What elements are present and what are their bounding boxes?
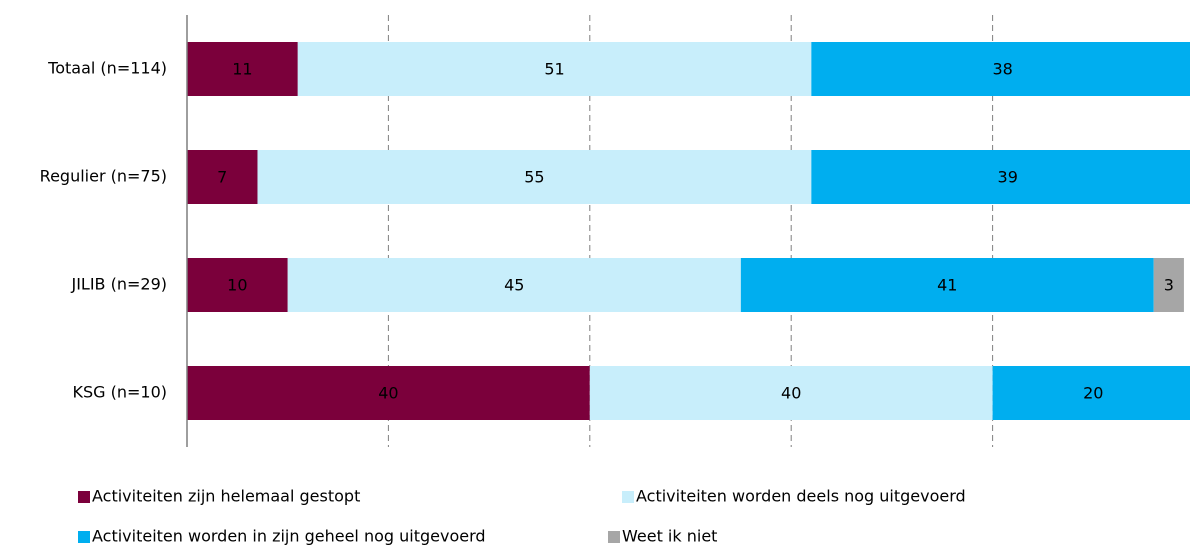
legend-item: Activiteiten worden in zijn geheel nog u… xyxy=(78,527,486,546)
legend-label: Activiteiten worden in zijn geheel nog u… xyxy=(92,527,486,546)
legend-swatch xyxy=(622,491,634,503)
legend-label: Activiteiten worden deels nog uitgevoerd xyxy=(636,487,966,506)
bar-segment xyxy=(740,258,1154,312)
bar-segment xyxy=(1153,258,1184,312)
data-label: 38 xyxy=(992,60,1012,79)
y-tick-label: Totaal (n=114) xyxy=(47,59,167,78)
bar-segment xyxy=(992,366,1190,420)
legend-swatch xyxy=(78,491,90,503)
data-label: 11 xyxy=(232,60,252,79)
bar-segment xyxy=(187,42,298,96)
legend-item: Activiteiten worden deels nog uitgevoerd xyxy=(622,487,966,506)
bar-segment xyxy=(187,150,258,204)
bar-segment xyxy=(257,150,812,204)
y-tick-label: JILIB (n=29) xyxy=(70,275,167,294)
bar-segment xyxy=(297,42,812,96)
data-label: 20 xyxy=(1083,384,1103,403)
data-label: 10 xyxy=(227,276,247,295)
data-label: 40 xyxy=(781,384,801,403)
data-label: 45 xyxy=(504,276,524,295)
legend-item: Weet ik niet xyxy=(608,527,717,546)
data-label: 3 xyxy=(1164,276,1174,295)
data-label: 39 xyxy=(998,168,1018,187)
legend-swatch xyxy=(78,531,90,543)
bar-segment xyxy=(589,366,993,420)
data-label: 40 xyxy=(378,384,398,403)
bar-segment xyxy=(287,258,741,312)
bar-segment xyxy=(187,366,590,420)
data-label: 41 xyxy=(937,276,957,295)
y-tick-label: Regulier (n=75) xyxy=(40,167,167,186)
legend-label: Activiteiten zijn helemaal gestopt xyxy=(92,487,360,506)
y-tick-label: KSG (n=10) xyxy=(72,383,167,402)
legend-label: Weet ik niet xyxy=(622,527,717,546)
data-label: 51 xyxy=(544,60,564,79)
bar-segment xyxy=(811,150,1190,204)
legend-item: Activiteiten zijn helemaal gestopt xyxy=(78,487,360,506)
data-label: 7 xyxy=(217,168,227,187)
bar-segment xyxy=(187,258,288,312)
bar-segment xyxy=(811,42,1190,96)
data-label: 55 xyxy=(524,168,544,187)
legend-swatch xyxy=(608,531,620,543)
